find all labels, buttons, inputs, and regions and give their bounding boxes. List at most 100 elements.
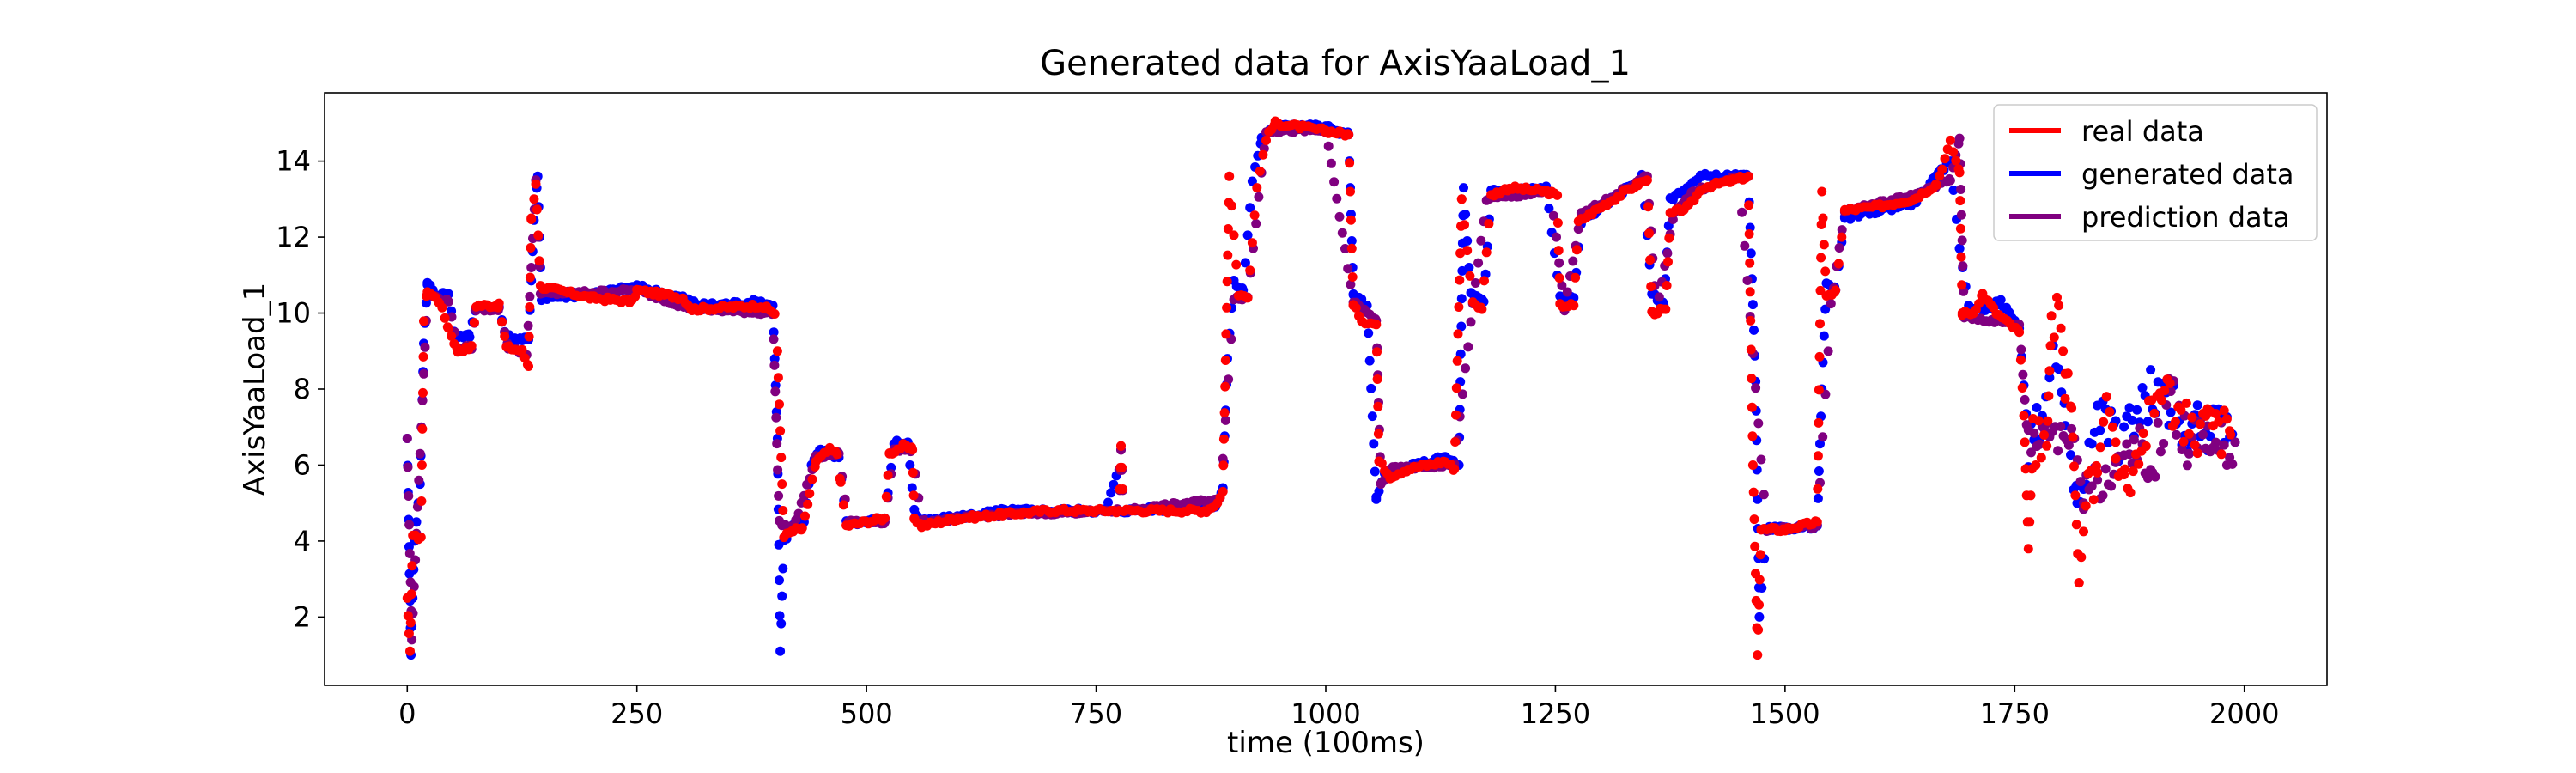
data-point [1955,196,1965,206]
data-point [908,445,918,455]
data-point [494,298,504,308]
data-point [1231,259,1242,270]
data-point [1242,293,1253,303]
data-point [1552,190,1563,200]
x-tick-label: 500 [841,697,893,730]
data-point [2141,441,2151,451]
data-point [421,298,431,308]
data-point [1654,292,1664,302]
data-point [1544,204,1554,214]
data-point [1557,281,1567,290]
data-point [1452,356,1462,366]
data-point [778,563,788,574]
data-point [1117,462,1127,472]
data-point [776,453,787,463]
data-point [2043,416,2053,426]
data-point [2071,520,2081,530]
data-point [2039,430,2049,440]
data-point [2066,450,2075,460]
data-point [2063,368,2073,379]
data-point [797,523,807,533]
legend-label: generated data [2081,158,2294,191]
data-point [2054,301,2064,311]
data-point [2182,460,2192,471]
x-tick-label: 2000 [2209,697,2279,730]
data-point [1372,347,1382,357]
data-point [2211,437,2221,447]
data-point [1479,276,1489,286]
data-point [526,243,536,253]
data-point [2026,490,2036,501]
data-point [404,491,414,501]
data-point [2067,423,2077,434]
data-point [1745,258,1755,268]
data-point [883,470,893,480]
data-point [1956,185,1966,194]
data-point [1754,575,1765,585]
data-point [2025,517,2035,527]
data-point [1460,220,1469,230]
data-point [1747,402,1757,412]
data-point [466,341,477,351]
data-point [2219,405,2229,416]
data-point [1346,243,1357,253]
data-point [1945,175,1955,186]
data-point [1749,325,1759,335]
data-point [1562,287,1572,297]
data-point [1569,301,1579,311]
y-tick-label: 8 [294,373,311,405]
data-point [772,439,782,449]
data-point [2128,466,2138,477]
data-point [1759,490,1769,500]
data-point [1116,441,1126,451]
data-point [2107,422,2117,432]
data-point [419,368,428,379]
data-point [2054,364,2064,374]
y-tick-label: 14 [276,145,311,178]
data-point [1346,186,1355,197]
data-point [1373,429,1383,439]
data-point [2119,422,2129,432]
data-point [1456,194,1467,204]
data-point [1453,329,1463,339]
data-point [908,490,919,501]
data-point [402,434,412,443]
data-point [2067,403,2077,413]
data-point [803,499,813,509]
data-point [2036,453,2046,463]
data-point [1826,299,1836,309]
data-point [1252,183,1262,193]
data-point [2049,332,2059,343]
data-point [2146,365,2156,375]
data-point [2060,393,2070,404]
data-point [1955,223,1965,234]
data-point [2184,429,2194,439]
data-point [1954,167,1965,178]
data-point [1451,383,1461,393]
data-point [2149,408,2160,418]
data-point [907,483,917,493]
data-point [1664,233,1674,243]
data-point [1757,583,1767,593]
data-point [2127,415,2137,425]
data-point [1816,253,1826,263]
data-point [1954,243,1965,253]
data-point [1747,374,1757,384]
data-point [1753,650,1763,660]
data-point [1552,232,1561,242]
data-point [2046,311,2057,321]
data-point [1568,256,1578,266]
data-point [1643,202,1653,212]
data-point [775,399,784,410]
data-point [1364,356,1375,366]
data-point [2044,391,2054,401]
data-point [2068,432,2078,442]
data-point [1553,246,1564,256]
data-point [524,362,533,371]
legend-box [1993,104,2318,241]
data-point [1459,183,1468,193]
data-points [402,116,2240,660]
data-point [1118,484,1128,494]
data-point [1831,285,1841,295]
data-point [2095,442,2105,453]
